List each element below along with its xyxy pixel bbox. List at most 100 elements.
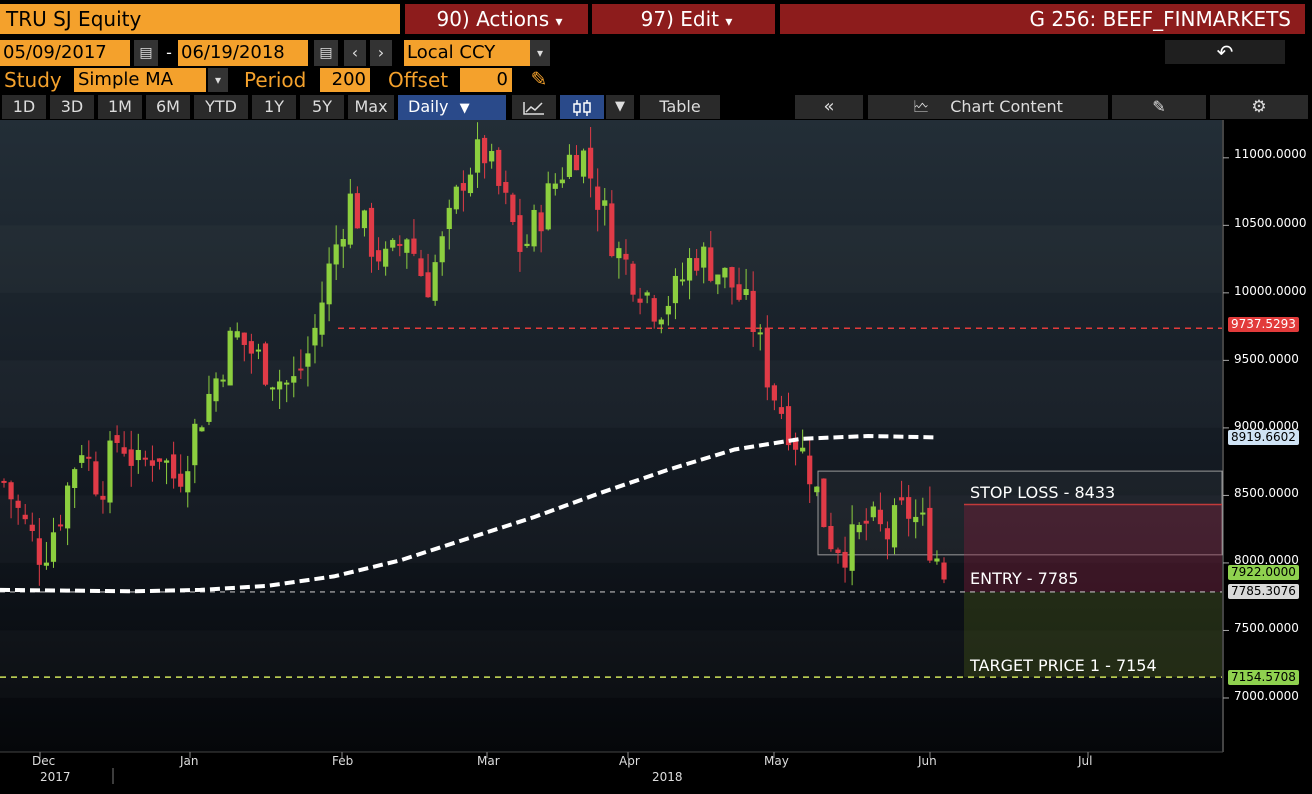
candle-down [298,368,304,371]
range-button-6m[interactable]: 6M [146,95,190,119]
candle-up [743,289,749,295]
x-tick-label-feb: Feb [332,754,354,768]
x-tick-label-jul: Jul [1078,754,1093,768]
target-annotation: TARGET PRICE 1 - 7154 [970,656,1157,675]
candle-down [750,290,756,332]
period-field[interactable]: 200 [320,68,370,92]
candle-down [142,457,148,460]
candle-down [171,454,177,479]
candle-up [934,558,940,562]
candle-up [616,248,622,259]
range-button-ytd[interactable]: YTD [194,95,248,119]
x-tick-label-dec: Dec [32,754,56,768]
actions-label: 90) Actions [436,7,550,31]
candle-up [566,154,573,177]
calendar-icon[interactable]: ▤ [134,40,158,66]
x-axis-ticks [39,752,1089,758]
collapse-button[interactable]: « [795,95,863,119]
y-axis-ticks [1223,157,1229,699]
stop-loss-annotation: STOP LOSS - 8433 [970,483,1116,502]
candle-up [913,516,919,523]
candle-up [234,331,240,338]
y-tick-label: 11000.0000 [1234,147,1307,161]
range-button-1d[interactable]: 1D [2,95,46,119]
candle-up [65,485,71,529]
calendar-icon[interactable]: ▤ [314,40,338,66]
candle-up [757,332,763,335]
moving-average-line [0,433,936,594]
stop-loss-zone [964,504,1222,592]
range-button-1y[interactable]: 1Y [252,95,296,119]
candle-down [694,258,700,271]
x-tick-label-mar: Mar [477,754,500,768]
candle-up [580,150,587,177]
candle-down [637,298,643,303]
candle-up [72,469,78,488]
candle-up [227,330,233,386]
actions-menu[interactable]: 90) Actions ▾ [405,4,588,34]
candle-up [43,562,50,566]
prev-period-button[interactable]: ‹ [344,40,366,66]
chevron-down-icon[interactable]: ▼ [606,95,634,119]
candle-down [898,497,905,501]
study-select[interactable]: Simple MA [74,68,206,92]
candle-down [828,525,834,550]
offset-field[interactable]: 0 [460,68,512,92]
y-tick-label: 8500.0000 [1234,486,1299,500]
end-date-field[interactable]: 06/19/2018 [178,40,308,66]
line-chart-icon[interactable] [512,95,556,119]
edit-chart-icon[interactable]: ✎ [1112,95,1206,119]
candle-up [284,382,290,385]
chart-content-button[interactable]: 🗠 Chart Content [868,95,1108,119]
offset-label: Offset [388,68,449,92]
candle-down [842,551,848,568]
range-button-3d[interactable]: 3D [50,95,94,119]
candle-up [340,239,346,247]
y-tick-label: 8000.0000 [1234,553,1299,567]
dropdown-icon: ▾ [725,14,733,30]
candle-up [319,302,325,335]
chevron-down-icon[interactable]: ▾ [530,40,550,66]
candle-down [93,461,99,495]
candle-up [453,186,459,210]
candle-down [241,332,247,345]
candle-up [686,258,693,281]
security-field[interactable]: TRU SJ Equity [0,4,400,34]
candle-up [79,455,85,463]
candle-down [57,524,64,527]
y-tick-label: 10500.0000 [1234,216,1307,230]
candle-up [602,200,608,206]
candle-up [277,381,283,390]
table-button[interactable]: Table [640,95,720,119]
candle-up [715,274,721,285]
candle-up [206,393,212,422]
candle-up [722,267,728,278]
gear-icon[interactable]: ⚙ [1210,95,1308,119]
undo-button[interactable]: ↶ [1165,40,1285,64]
candle-up [269,387,276,390]
candle-up [489,151,495,162]
frequency-select[interactable]: Daily ▼ [398,95,506,121]
candle-down [397,243,403,246]
edit-menu[interactable]: 97) Edit ▾ [592,4,775,34]
range-button-1m[interactable]: 1M [98,95,142,119]
range-button-max[interactable]: Max [348,95,394,119]
candlestick-icon[interactable] [560,95,604,119]
candle-up [658,319,664,325]
start-date-field[interactable]: 05/09/2017 [0,40,130,66]
price-chart[interactable] [0,120,1312,794]
candle-down [36,538,42,565]
candle-down [877,509,883,525]
candle-down [482,137,488,164]
candle-up [390,239,396,248]
range-button-5y[interactable]: 5Y [300,95,344,119]
pencil-icon[interactable]: ✎ [530,67,548,91]
currency-select[interactable]: Local CCY [404,40,530,66]
y-tick-label: 10000.0000 [1234,284,1307,298]
candle-down [460,183,466,191]
candle-up [552,183,558,189]
candle-up [679,279,686,282]
candle-up [644,292,650,296]
chevron-down-icon[interactable]: ▾ [208,68,228,92]
next-period-button[interactable]: › [370,40,392,66]
